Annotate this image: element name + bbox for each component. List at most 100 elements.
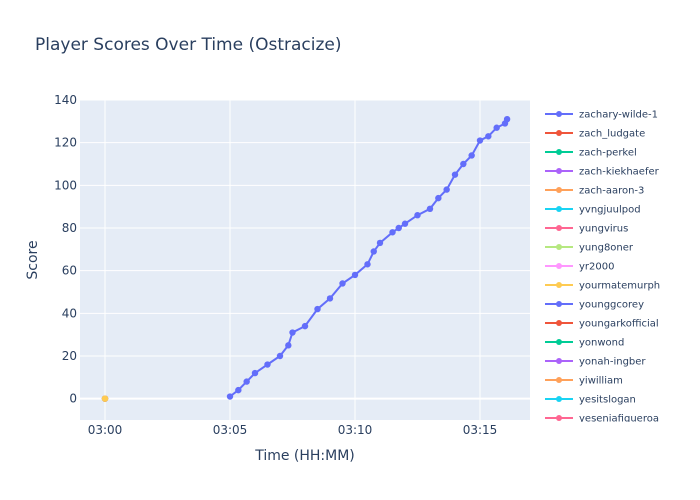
x-tick-label: 03:05 [213, 423, 248, 437]
series-point [243, 378, 250, 385]
legend-item[interactable]: yonwond [545, 338, 624, 349]
series-point [285, 342, 292, 349]
legend-item[interactable]: yeseniafigueroa [545, 414, 659, 425]
series-point [443, 186, 450, 193]
legend-label: zachary-wilde-1 [579, 110, 658, 121]
series-point [476, 137, 484, 144]
legend-label: zach-kiekhaefer [579, 167, 660, 178]
series-point [468, 152, 475, 159]
legend-item[interactable]: yungvirus [545, 224, 628, 235]
legend-swatch-marker [556, 415, 562, 421]
series-point [276, 352, 284, 360]
series-point [493, 124, 500, 131]
series-point [395, 224, 402, 232]
series-point [435, 194, 442, 202]
series-point [235, 386, 242, 394]
grid [80, 99, 530, 420]
legend-label: yvngjuulpod [579, 205, 641, 216]
series-point [485, 133, 492, 140]
legend-item[interactable]: zach-aaron-3 [545, 186, 644, 197]
legend-label: yonah-ingber [579, 357, 646, 368]
series-point [289, 329, 296, 336]
series-point [376, 239, 384, 247]
y-ticks: 0 20 40 60 80 100 120 140 [54, 93, 77, 406]
legend-item[interactable]: yung8oner [545, 243, 634, 254]
legend-item[interactable]: yesitslogan [545, 395, 636, 406]
y-tick-label: 40 [62, 306, 77, 320]
legend-item[interactable]: zachary-wilde-1 [545, 110, 658, 121]
series-point [264, 361, 271, 368]
y-axis-title: Score [25, 240, 41, 279]
legend-item[interactable]: zach-perkel [545, 148, 637, 159]
legend-label: zach-aaron-3 [579, 186, 644, 197]
legend-item[interactable]: yiwilliam [545, 376, 623, 387]
legend-swatch-marker [556, 244, 562, 250]
legend-swatch-marker [556, 339, 562, 345]
series-point [226, 393, 234, 400]
legend-swatch-marker [556, 206, 562, 212]
legend-item[interactable]: youngarkofficial [545, 319, 659, 330]
series-point [364, 261, 371, 268]
legend-item[interactable]: yvngjuulpod [545, 205, 641, 216]
x-tick-label: 03:15 [463, 423, 498, 437]
legend-label: youngarkofficial [579, 319, 659, 330]
series-point [401, 220, 409, 227]
series-point [414, 212, 421, 219]
series-point [351, 271, 359, 279]
legend-swatch-marker [556, 149, 562, 155]
legend-swatch-marker [556, 225, 562, 231]
legend-swatch-marker [556, 282, 562, 288]
y-tick-label: 80 [62, 221, 77, 235]
legend-item[interactable]: younggcorey [545, 300, 644, 311]
chart-title: Player Scores Over Time (Ostracize) [35, 35, 342, 55]
legend-label: yungvirus [579, 224, 628, 235]
legend-item[interactable]: yr2000 [545, 262, 614, 273]
series-point [339, 280, 346, 287]
x-axis-title: Time (HH:MM) [254, 448, 355, 464]
legend-swatch-marker [556, 168, 562, 174]
series-point [101, 395, 109, 402]
legend-item[interactable]: yonah-ingber [545, 357, 646, 368]
series-point [301, 322, 309, 330]
series-point [370, 248, 377, 255]
legend-label: zach_ludgate [579, 129, 645, 140]
legend-item[interactable]: yourmatemurph [545, 281, 660, 292]
legend-label: younggcorey [579, 300, 644, 311]
legend-swatch-marker [556, 111, 562, 117]
legend-swatch-marker [556, 130, 562, 136]
legend-item[interactable]: zach-kiekhaefer [545, 167, 660, 178]
x-ticks: 03:00 03:05 03:10 03:15 [88, 423, 498, 437]
y-tick-label: 100 [54, 178, 77, 192]
legend-swatch-marker [556, 187, 562, 193]
legend-item[interactable]: zach_ludgate [545, 129, 645, 140]
legend-label: yonwond [579, 338, 624, 349]
y-tick-label: 0 [69, 392, 77, 406]
series-point [251, 369, 259, 377]
legend-label: yesitslogan [579, 395, 636, 406]
series-point [426, 205, 434, 212]
legend[interactable]: zachary-wilde-1 zach_ludgate zach-perkel za… [545, 110, 660, 425]
series-point [503, 116, 511, 123]
legend-label: zach-perkel [579, 148, 637, 159]
legend-label: yung8oner [579, 243, 634, 254]
legend-swatch-marker [556, 263, 562, 269]
legend-swatch-marker [556, 301, 562, 307]
series-layer [101, 116, 511, 402]
legend-swatch-marker [556, 396, 562, 402]
y-tick-label: 120 [54, 136, 77, 150]
legend-swatch-marker [556, 377, 562, 383]
legend-label: yeseniafigueroa [579, 414, 659, 425]
legend-swatch-marker [556, 358, 562, 364]
y-tick-label: 20 [62, 349, 77, 363]
series-point [326, 295, 334, 302]
legend-label: yourmatemurph [579, 281, 660, 292]
series-point [314, 305, 321, 313]
legend-label: yr2000 [579, 262, 614, 273]
y-tick-label: 140 [54, 93, 77, 107]
x-tick-label: 03:10 [338, 423, 373, 437]
series-point [389, 229, 396, 236]
plot-area [80, 100, 530, 420]
legend-swatch-marker [556, 320, 562, 326]
y-tick-label: 60 [62, 264, 77, 278]
